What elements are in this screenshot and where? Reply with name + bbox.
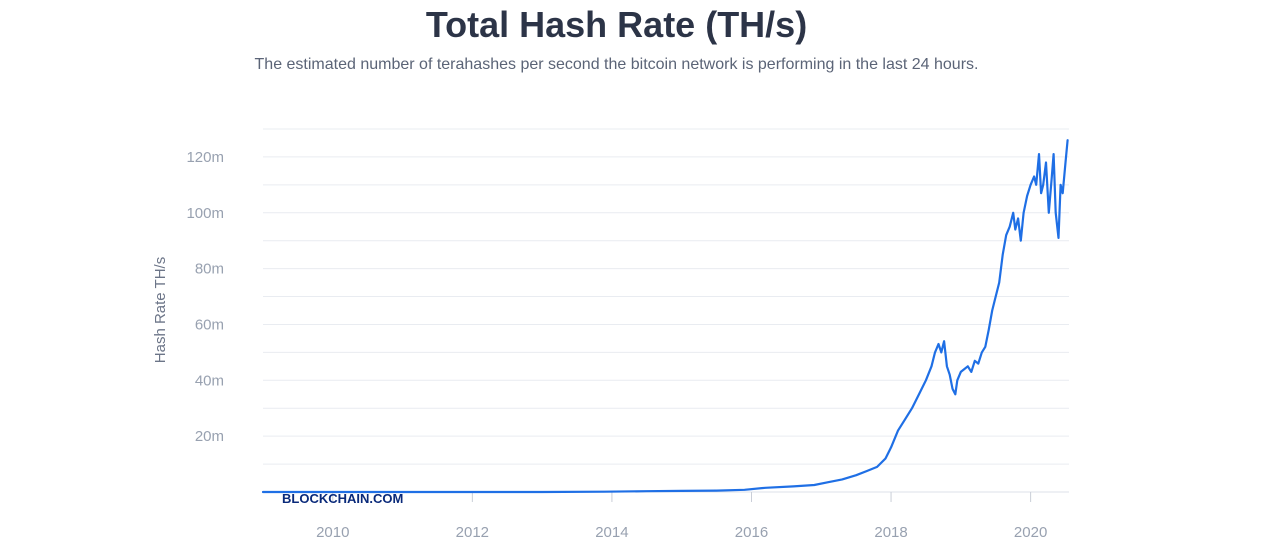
- data-point: [1019, 239, 1023, 243]
- data-point: [966, 364, 970, 368]
- data-point: [980, 350, 984, 354]
- data-point: [1064, 161, 1068, 165]
- data-point: [1034, 183, 1038, 187]
- data-point: [261, 490, 265, 494]
- y-tick-label: 40m: [195, 372, 224, 389]
- data-point: [1066, 138, 1070, 142]
- data-point: [1011, 211, 1015, 215]
- data-point: [470, 490, 474, 494]
- data-point: [933, 350, 937, 354]
- chart-subtitle: The estimated number of terahashes per s…: [254, 56, 979, 73]
- data-point: [994, 295, 998, 299]
- y-axis-labels: 20m 40m 60m 80m 100m 120m: [186, 149, 224, 445]
- data-point: [1001, 253, 1005, 257]
- data-point: [896, 429, 900, 433]
- data-point: [1016, 216, 1020, 220]
- hash-rate-line: [261, 139, 1069, 494]
- x-tick-label: 2020: [1014, 524, 1047, 541]
- x-tick-label: 2012: [456, 524, 489, 541]
- data-point: [1050, 177, 1054, 181]
- data-point: [1029, 183, 1033, 187]
- data-point: [883, 456, 887, 460]
- data-point: [930, 364, 934, 368]
- data-point: [987, 328, 991, 332]
- data-point: [865, 469, 869, 473]
- y-axis-title: Hash Rate TH/s: [152, 257, 169, 363]
- data-point: [743, 488, 747, 492]
- data-point: [937, 342, 941, 346]
- data-point: [1047, 211, 1051, 215]
- data-point: [812, 483, 816, 487]
- data-point: [955, 378, 959, 382]
- data-point: [942, 339, 946, 343]
- data-point: [1054, 211, 1058, 215]
- data-point: [976, 362, 980, 366]
- data-point: [959, 370, 963, 374]
- x-axis-ticks: [332, 492, 1032, 502]
- grid-lines: [263, 128, 1069, 493]
- data-point: [990, 309, 994, 313]
- data-point: [1057, 236, 1061, 240]
- data-point: [603, 490, 607, 494]
- data-point: [1059, 183, 1063, 187]
- data-point: [826, 480, 830, 484]
- data-point: [854, 473, 858, 477]
- data-point: [997, 281, 1001, 285]
- data-point: [840, 477, 844, 481]
- x-tick-label: 2018: [874, 524, 907, 541]
- data-point: [540, 490, 544, 494]
- x-axis-labels: 2010 2012 2014 2016 2018 2020: [316, 524, 1047, 541]
- data-point: [680, 489, 684, 493]
- data-point: [917, 392, 921, 396]
- chart-title: Total Hash Rate (TH/s): [425, 4, 808, 45]
- data-point: [763, 486, 767, 490]
- data-point: [962, 367, 966, 371]
- data-point: [1041, 183, 1045, 187]
- data-point: [645, 489, 649, 493]
- data-point: [1044, 161, 1048, 165]
- data-point: [969, 370, 973, 374]
- data-point: [791, 484, 795, 488]
- data-point: [973, 359, 977, 363]
- series-group: [261, 138, 1070, 494]
- data-point: [1032, 174, 1036, 178]
- blockchain-watermark: BLOCKCHAIN.COM: [282, 491, 403, 506]
- data-point: [1061, 191, 1065, 195]
- y-tick-label: 100m: [186, 205, 224, 222]
- data-point: [1052, 152, 1056, 156]
- data-point: [953, 392, 957, 396]
- data-point: [950, 387, 954, 391]
- data-point: [903, 417, 907, 421]
- data-point: [948, 373, 952, 377]
- data-point: [875, 465, 879, 469]
- y-tick-label: 20m: [195, 428, 224, 445]
- y-tick-label: 60m: [195, 316, 224, 333]
- data-point: [1008, 225, 1012, 229]
- x-tick-label: 2014: [595, 524, 628, 541]
- data-point: [983, 345, 987, 349]
- data-point: [1037, 152, 1041, 156]
- x-tick-label: 2010: [316, 524, 349, 541]
- data-point: [924, 378, 928, 382]
- data-point: [939, 350, 943, 354]
- data-point: [1022, 211, 1026, 215]
- data-point: [910, 406, 914, 410]
- data-point: [1039, 191, 1043, 195]
- data-point: [1013, 228, 1017, 232]
- data-point: [1004, 233, 1008, 237]
- x-tick-label: 2016: [735, 524, 768, 541]
- y-tick-label: 120m: [186, 149, 224, 166]
- y-tick-label: 80m: [195, 261, 224, 278]
- data-point: [715, 489, 719, 493]
- data-point: [889, 445, 893, 449]
- data-point: [1025, 194, 1029, 198]
- data-point: [945, 364, 949, 368]
